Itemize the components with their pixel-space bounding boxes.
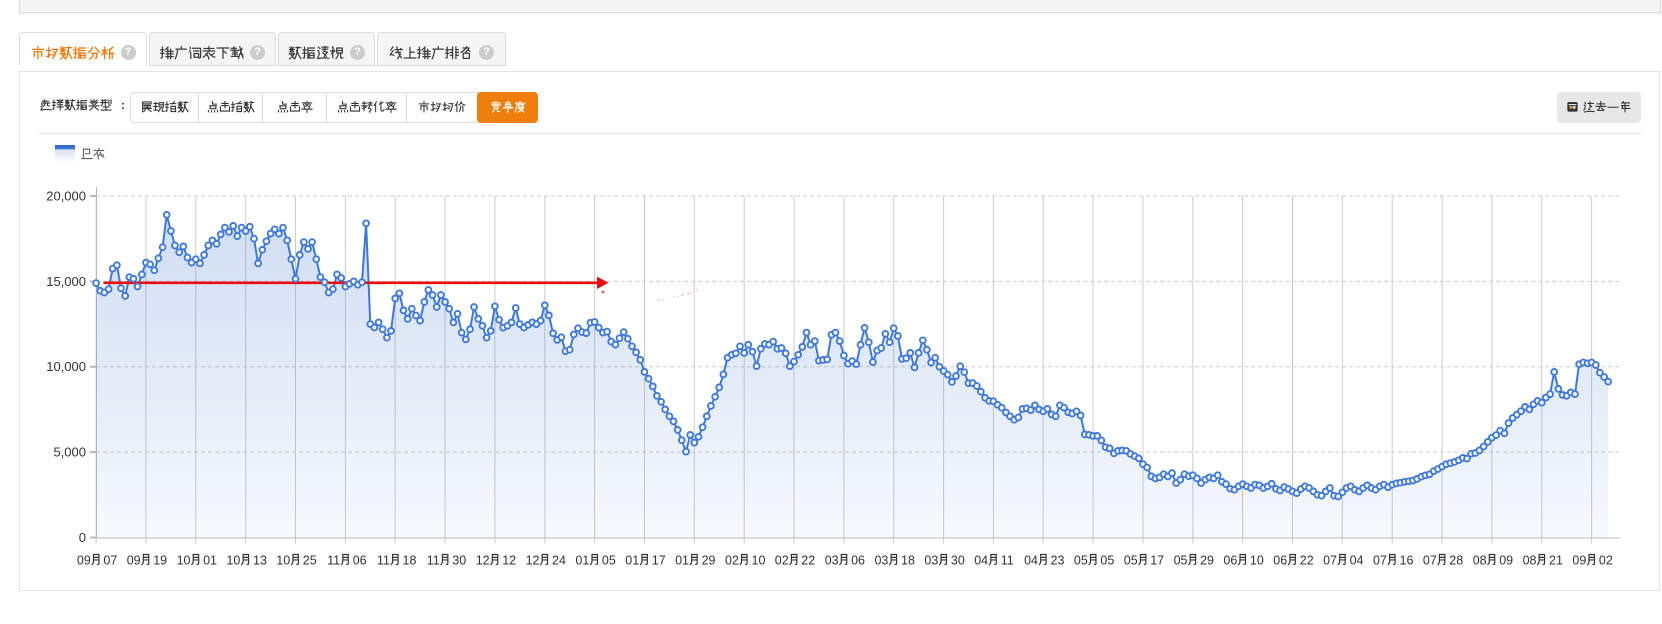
svg-text:11: 11 bbox=[327, 554, 340, 568]
svg-text:09: 09 bbox=[1572, 554, 1586, 568]
svg-text:0: 0 bbox=[79, 530, 86, 545]
svg-text:15,000: 15,000 bbox=[46, 274, 86, 289]
svg-text:09: 09 bbox=[127, 554, 141, 568]
svg-text:11: 11 bbox=[1001, 554, 1014, 568]
svg-text:12: 12 bbox=[502, 554, 516, 568]
svg-text:02: 02 bbox=[775, 554, 789, 568]
svg-text:29: 29 bbox=[702, 554, 716, 568]
svg-text:08: 08 bbox=[1473, 554, 1487, 568]
svg-text:30: 30 bbox=[452, 554, 466, 568]
svg-text:04: 04 bbox=[974, 554, 988, 568]
svg-text:04: 04 bbox=[1024, 554, 1038, 568]
svg-text:18: 18 bbox=[901, 554, 915, 568]
svg-text:17: 17 bbox=[652, 554, 666, 568]
svg-text:12: 12 bbox=[526, 554, 540, 568]
svg-text:06: 06 bbox=[851, 554, 865, 568]
svg-text:01: 01 bbox=[625, 554, 639, 568]
svg-text:02: 02 bbox=[1599, 554, 1613, 568]
svg-text:07: 07 bbox=[1423, 554, 1437, 568]
svg-text:13: 13 bbox=[253, 554, 267, 568]
svg-text:07: 07 bbox=[1373, 554, 1387, 568]
svg-text:01: 01 bbox=[575, 554, 589, 568]
svg-text:25: 25 bbox=[303, 554, 317, 568]
svg-text:06: 06 bbox=[1223, 554, 1237, 568]
svg-text:11: 11 bbox=[427, 554, 440, 568]
svg-text:08: 08 bbox=[1523, 554, 1537, 568]
svg-text:18: 18 bbox=[403, 554, 417, 568]
svg-text:03: 03 bbox=[874, 554, 888, 568]
svg-text:07: 07 bbox=[1323, 554, 1337, 568]
svg-text:10: 10 bbox=[226, 554, 240, 568]
svg-text:17: 17 bbox=[1150, 554, 1164, 568]
svg-text:22: 22 bbox=[1300, 554, 1314, 568]
svg-text:03: 03 bbox=[924, 554, 938, 568]
svg-text:09: 09 bbox=[77, 554, 91, 568]
svg-text:09: 09 bbox=[1499, 554, 1513, 568]
svg-text:02: 02 bbox=[725, 554, 739, 568]
svg-text:20,000: 20,000 bbox=[46, 189, 86, 204]
svg-text:11: 11 bbox=[377, 554, 390, 568]
svg-text:05: 05 bbox=[1074, 554, 1088, 568]
svg-text:05: 05 bbox=[1124, 554, 1138, 568]
svg-text:10: 10 bbox=[1250, 554, 1264, 568]
svg-text:12: 12 bbox=[476, 554, 490, 568]
svg-text:23: 23 bbox=[1051, 554, 1065, 568]
svg-text:01: 01 bbox=[675, 554, 689, 568]
svg-text:05: 05 bbox=[602, 554, 616, 568]
svg-text:28: 28 bbox=[1449, 554, 1463, 568]
svg-text:19: 19 bbox=[153, 554, 167, 568]
svg-text:03: 03 bbox=[825, 554, 839, 568]
svg-text:30: 30 bbox=[951, 554, 965, 568]
svg-text:21: 21 bbox=[1549, 554, 1563, 568]
svg-text:29: 29 bbox=[1200, 554, 1214, 568]
svg-text:24: 24 bbox=[552, 554, 566, 568]
svg-text:10,000: 10,000 bbox=[46, 359, 86, 374]
svg-text:07: 07 bbox=[103, 554, 117, 568]
svg-text:05: 05 bbox=[1174, 554, 1188, 568]
svg-text:06: 06 bbox=[1273, 554, 1287, 568]
svg-text:05: 05 bbox=[1100, 554, 1114, 568]
svg-text:04: 04 bbox=[1350, 554, 1364, 568]
svg-text:16: 16 bbox=[1400, 554, 1414, 568]
svg-text:10: 10 bbox=[276, 554, 290, 568]
svg-text:01: 01 bbox=[203, 554, 217, 568]
svg-text:06: 06 bbox=[353, 554, 367, 568]
svg-text:5,000: 5,000 bbox=[53, 445, 86, 460]
svg-text:10: 10 bbox=[752, 554, 766, 568]
svg-text:10: 10 bbox=[177, 554, 191, 568]
svg-text:22: 22 bbox=[801, 554, 815, 568]
